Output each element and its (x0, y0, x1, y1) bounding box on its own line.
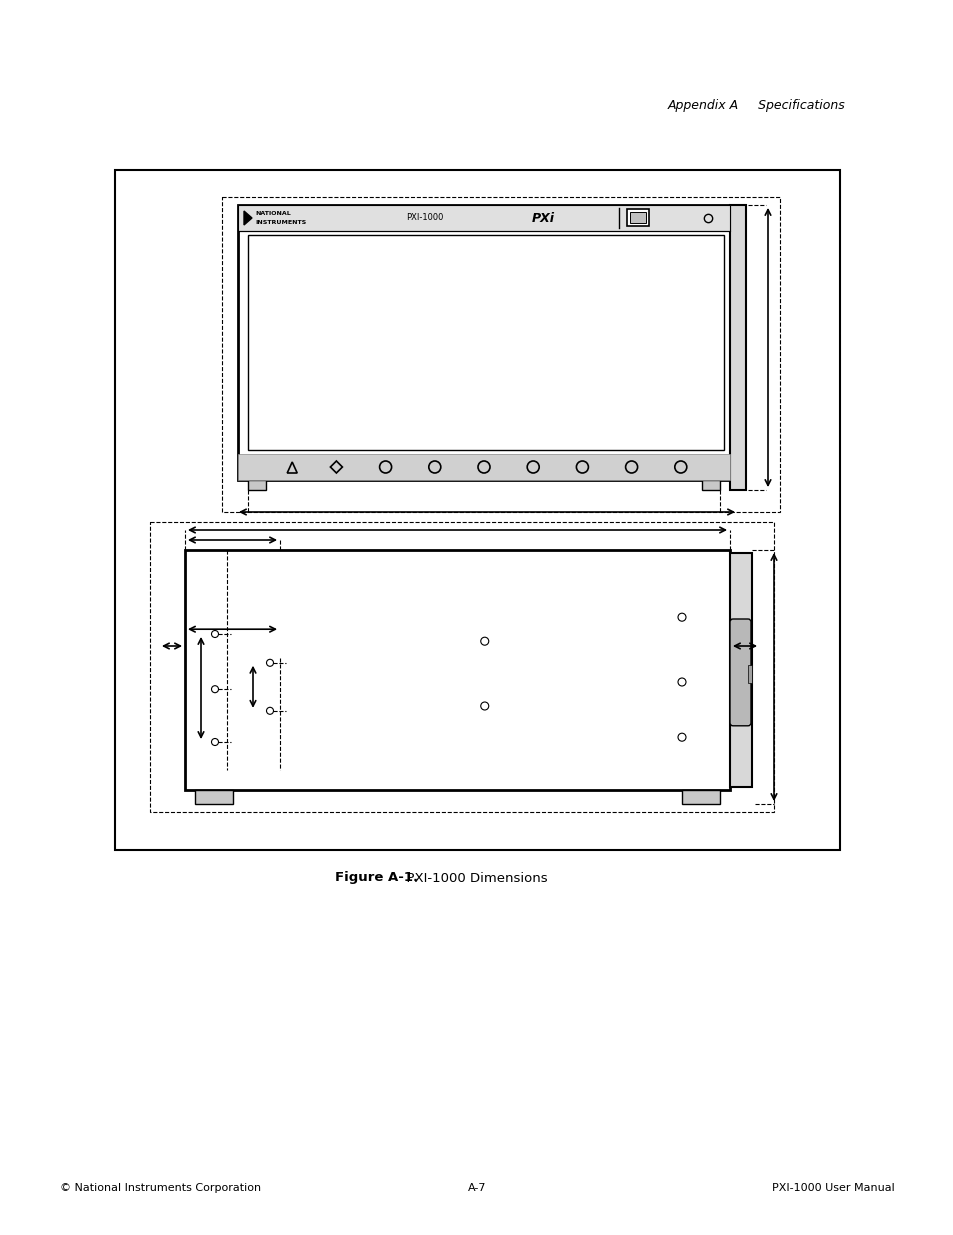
Bar (185, 550, 729, 790)
Bar (237, 454, 729, 480)
Text: INSTRUMENTS: INSTRUMENTS (254, 220, 306, 225)
Text: PXi: PXi (531, 211, 554, 225)
FancyBboxPatch shape (729, 619, 750, 726)
Bar (194, 790, 233, 804)
Bar (629, 212, 645, 224)
Text: PXI-1000: PXI-1000 (406, 214, 443, 222)
Bar (222, 198, 780, 513)
Bar (701, 480, 720, 490)
Text: PXI-1000 Dimensions: PXI-1000 Dimensions (397, 872, 547, 884)
Bar (626, 209, 648, 226)
Bar (150, 522, 773, 811)
Bar (747, 666, 751, 683)
Bar (237, 205, 729, 231)
Bar (248, 235, 723, 450)
Bar (248, 480, 266, 490)
Bar (729, 553, 751, 787)
Polygon shape (244, 211, 252, 225)
Text: PXI-1000 User Manual: PXI-1000 User Manual (771, 1183, 894, 1193)
Text: NATIONAL: NATIONAL (254, 211, 291, 216)
Text: Figure A-1.: Figure A-1. (335, 872, 417, 884)
Text: A-7: A-7 (467, 1183, 486, 1193)
Bar (237, 205, 729, 480)
Bar (681, 790, 720, 804)
Text: Appendix A     Specifications: Appendix A Specifications (667, 99, 845, 111)
Bar (729, 205, 745, 490)
Text: © National Instruments Corporation: © National Instruments Corporation (60, 1183, 261, 1193)
Bar (115, 170, 840, 850)
